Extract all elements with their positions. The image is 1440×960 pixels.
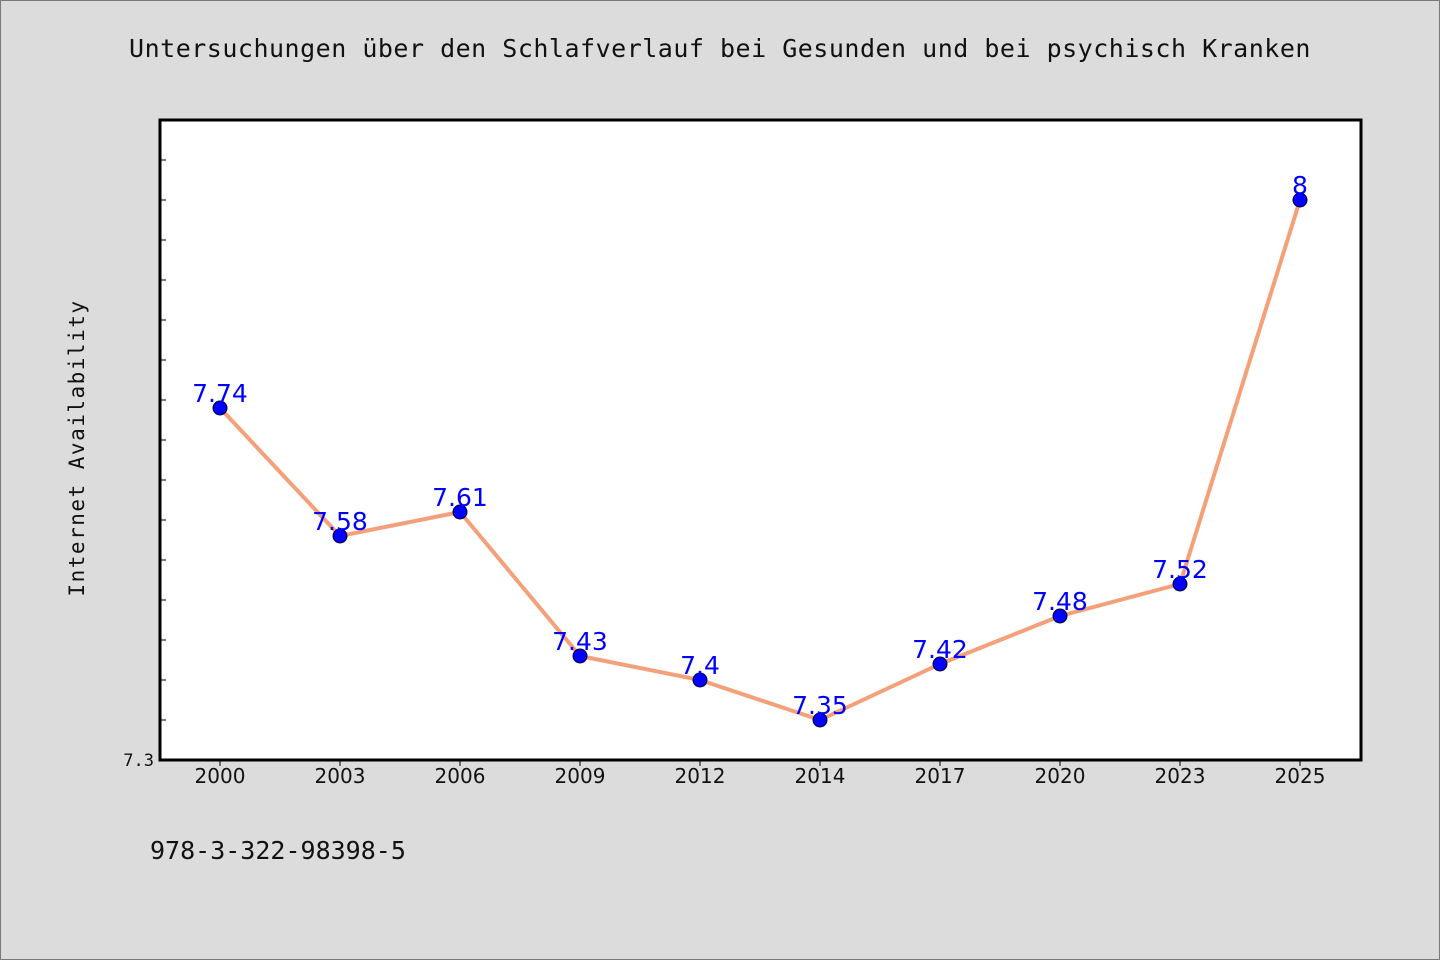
data-label: 7.4 bbox=[680, 651, 720, 680]
data-point bbox=[692, 672, 708, 688]
data-point bbox=[1052, 608, 1068, 624]
data-point bbox=[332, 528, 348, 544]
x-tick-label: 2006 bbox=[435, 764, 486, 788]
data-label: 7.74 bbox=[192, 379, 248, 408]
data-label: 7.48 bbox=[1032, 587, 1088, 616]
x-tick-label: 2025 bbox=[1275, 764, 1326, 788]
x-tick-label: 2000 bbox=[195, 764, 246, 788]
data-point bbox=[572, 648, 588, 664]
x-tick-label: 2003 bbox=[315, 764, 366, 788]
data-point bbox=[1172, 576, 1188, 592]
data-point bbox=[812, 712, 828, 728]
data-point bbox=[932, 656, 948, 672]
data-point bbox=[452, 504, 468, 520]
data-label: 7.43 bbox=[552, 627, 608, 656]
data-label: 7.58 bbox=[312, 507, 368, 536]
x-tick-label: 2009 bbox=[555, 764, 606, 788]
data-point bbox=[1292, 192, 1308, 208]
data-point bbox=[212, 400, 228, 416]
chart-title: Untersuchungen über den Schlafverlauf be… bbox=[129, 34, 1311, 63]
data-label: 8 bbox=[1292, 171, 1308, 200]
data-label: 7.52 bbox=[1152, 555, 1208, 584]
x-tick-label: 2023 bbox=[1155, 764, 1206, 788]
data-label: 7.61 bbox=[432, 483, 488, 512]
y-axis-label: Internet Availability bbox=[65, 299, 89, 596]
x-tick-label: 2017 bbox=[915, 764, 966, 788]
isbn-caption: 978-3-322-98398-5 bbox=[150, 836, 406, 865]
x-tick-label: 2014 bbox=[795, 764, 846, 788]
plot-area bbox=[158, 118, 1363, 762]
y-tick-label: 7.3 bbox=[123, 751, 154, 771]
series-line bbox=[218, 198, 1302, 722]
data-label: 7.35 bbox=[792, 691, 848, 720]
x-tick-label: 2020 bbox=[1035, 764, 1086, 788]
data-label: 7.42 bbox=[912, 635, 968, 664]
x-tick-label: 2012 bbox=[675, 764, 726, 788]
